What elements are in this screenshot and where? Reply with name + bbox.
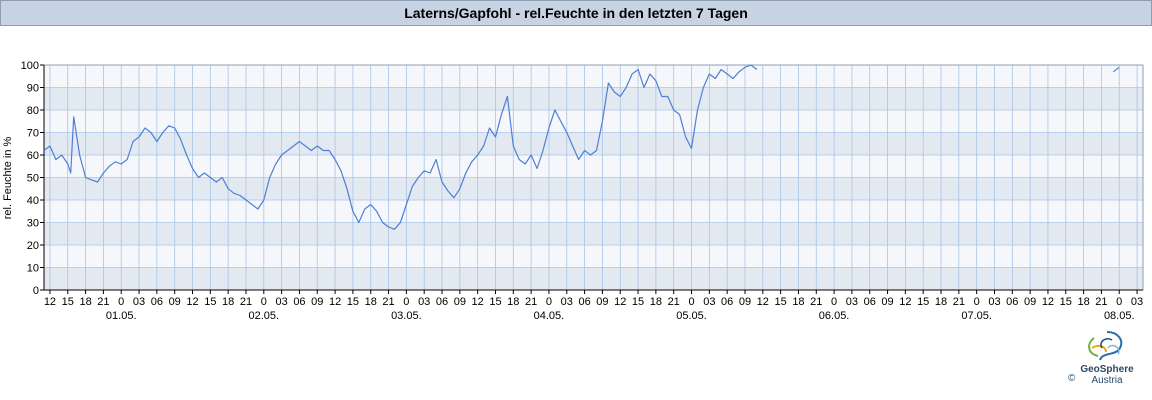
x-tick-label: 09 (454, 296, 466, 308)
date-label: 04.05. (534, 310, 565, 322)
x-tick-label: 09 (739, 296, 751, 308)
x-tick-label: 21 (525, 296, 537, 308)
x-tick-label: 06 (721, 296, 733, 308)
x-tick-label: 0 (974, 296, 980, 308)
x-tick-label: 18 (792, 296, 804, 308)
x-tick-label: 0 (1116, 296, 1122, 308)
logo-subtitle: Austria (1091, 375, 1123, 386)
x-tick-label: 06 (151, 296, 163, 308)
y-tick-label: 20 (27, 240, 39, 252)
x-tick-label: 21 (382, 296, 394, 308)
x-tick-label: 0 (546, 296, 552, 308)
x-tick-label: 15 (489, 296, 501, 308)
x-tick-label: 21 (97, 296, 109, 308)
y-tick-label: 30 (27, 218, 39, 230)
y-tick-label: 50 (27, 173, 39, 185)
y-tick-label: 60 (27, 150, 39, 162)
x-tick-label: 12 (186, 296, 198, 308)
plot-band (44, 267, 1143, 290)
x-tick-label: 15 (204, 296, 216, 308)
y-tick-label: 80 (27, 105, 39, 117)
date-label: 05.05. (676, 310, 707, 322)
x-tick-label: 03 (846, 296, 858, 308)
x-tick-label: 18 (507, 296, 519, 308)
plot-band (44, 87, 1143, 110)
x-tick-label: 18 (222, 296, 234, 308)
x-tick-label: 12 (614, 296, 626, 308)
x-tick-label: 15 (775, 296, 787, 308)
x-tick-label: 09 (169, 296, 181, 308)
plot-band (44, 222, 1143, 245)
x-tick-label: 0 (118, 296, 124, 308)
x-tick-label: 15 (62, 296, 74, 308)
x-tick-label: 21 (668, 296, 680, 308)
x-tick-label: 18 (365, 296, 377, 308)
x-tick-label: 09 (881, 296, 893, 308)
x-tick-label: 03 (988, 296, 1000, 308)
x-tick-label: 06 (578, 296, 590, 308)
x-tick-label: 12 (757, 296, 769, 308)
x-tick-label: 09 (596, 296, 608, 308)
y-tick-label: 90 (27, 83, 39, 95)
date-label: 07.05. (961, 310, 992, 322)
x-tick-label: 09 (311, 296, 323, 308)
x-tick-label: 21 (1095, 296, 1107, 308)
x-tick-label: 18 (935, 296, 947, 308)
x-tick-label: 21 (810, 296, 822, 308)
x-tick-label: 0 (688, 296, 694, 308)
x-tick-label: 0 (403, 296, 409, 308)
x-tick-label: 12 (329, 296, 341, 308)
x-tick-label: 06 (1006, 296, 1018, 308)
x-tick-label: 12 (44, 296, 56, 308)
x-tick-label: 03 (703, 296, 715, 308)
y-axis: 0 10 20 30 40 50 60 70 80 90 100 (21, 60, 45, 297)
y-tick-label: 40 (27, 195, 39, 207)
x-tick-label: 03 (275, 296, 287, 308)
x-tick-label: 09 (1024, 296, 1036, 308)
y-tick-label: 10 (27, 263, 39, 275)
x-tick-label: 0 (261, 296, 267, 308)
x-tick-label: 03 (561, 296, 573, 308)
x-tick-label: 0 (831, 296, 837, 308)
humidity-series-line (1112, 66, 1120, 73)
x-tick-label: 12 (1042, 296, 1054, 308)
x-tick-label: 18 (79, 296, 91, 308)
x-tick-label: 12 (472, 296, 484, 308)
copyright-symbol: © (1068, 373, 1076, 384)
date-label: 01.05. (106, 310, 137, 322)
y-tick-label: 0 (33, 285, 39, 297)
x-tick-label: 18 (1077, 296, 1089, 308)
date-label: 03.05. (391, 310, 422, 322)
x-tick-label: 15 (632, 296, 644, 308)
x-tick-label: 12 (899, 296, 911, 308)
x-tick-label: 21 (240, 296, 252, 308)
series-lines (43, 64, 1120, 230)
x-tick-label: 06 (864, 296, 876, 308)
x-tick-label: 21 (953, 296, 965, 308)
y-tick-label: 100 (21, 60, 39, 72)
chart-title: Laterns/Gapfohl - rel.Feuchte in den let… (0, 0, 1152, 26)
y-tick-label: 70 (27, 128, 39, 140)
x-tick-label: 15 (347, 296, 359, 308)
y-axis-label: rel. Feuchte in % (2, 137, 14, 220)
x-tick-label: 15 (917, 296, 929, 308)
x-tick-label: 03 (418, 296, 430, 308)
date-label: 02.05. (249, 310, 280, 322)
date-label: 08.05. (1104, 310, 1135, 322)
x-axis: 12 15 18 21 0 03 06 09 12 15 18 21 0 03 06 09 12 15 18 21 0 0… (44, 289, 1143, 322)
plot-band (44, 177, 1143, 200)
x-tick-label: 06 (293, 296, 305, 308)
plot-band (44, 132, 1143, 155)
x-tick-label: 18 (650, 296, 662, 308)
x-tick-label: 03 (1131, 296, 1143, 308)
geosphere-logo-icon (1088, 331, 1123, 361)
humidity-series-line (43, 64, 758, 230)
logo-name: GeoSphere (1080, 364, 1134, 375)
x-tick-label: 15 (1060, 296, 1072, 308)
x-tick-label: 06 (436, 296, 448, 308)
x-tick-label: 03 (133, 296, 145, 308)
date-label: 06.05. (819, 310, 850, 322)
